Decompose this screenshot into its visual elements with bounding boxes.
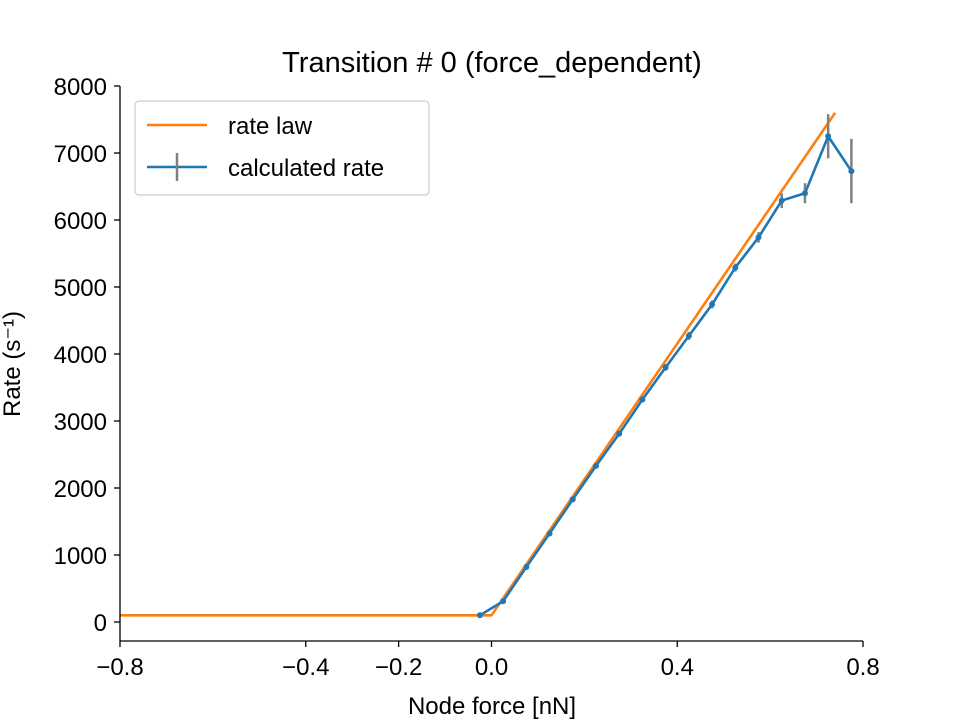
legend: rate law calculated rate <box>134 100 430 196</box>
y-tick-label: 5000 <box>54 275 107 302</box>
data-point <box>825 133 832 140</box>
data-point <box>523 564 530 571</box>
data-point <box>709 301 716 308</box>
x-tick-label: −0.2 <box>375 654 422 681</box>
x-axis-label: Node force [nN] <box>408 693 576 720</box>
data-point <box>500 598 507 605</box>
chart-title: Transition # 0 (force_dependent) <box>282 47 702 79</box>
y-tick-label: 8000 <box>54 74 107 101</box>
data-point <box>662 364 669 371</box>
legend-label-rate-law: rate law <box>228 113 313 140</box>
data-point <box>801 190 808 197</box>
x-tick-label: 0.0 <box>475 654 508 681</box>
series-layer <box>120 112 855 619</box>
x-tick-label: −0.4 <box>282 654 329 681</box>
data-point <box>848 168 855 175</box>
y-tick-label: 0 <box>94 610 107 637</box>
data-point <box>546 530 553 537</box>
y-ticks: 0 1000 2000 3000 4000 5000 6000 7000 8000 <box>54 74 120 637</box>
data-point <box>732 264 739 271</box>
data-point <box>685 332 692 339</box>
y-tick-label: 3000 <box>54 409 107 436</box>
x-tick-label: 0.8 <box>846 654 879 681</box>
data-point <box>569 496 576 503</box>
y-axis-label: Rate (s⁻¹) <box>0 311 26 417</box>
x-ticks: −0.8 −0.4 −0.2 0.0 0.4 0.8 <box>96 641 880 681</box>
y-tick-label: 2000 <box>54 476 107 503</box>
y-tick-label: 7000 <box>54 141 107 168</box>
data-point <box>616 430 623 437</box>
data-point <box>639 396 646 403</box>
y-tick-label: 6000 <box>54 208 107 235</box>
data-point <box>592 462 599 469</box>
x-tick-label: −0.8 <box>96 654 143 681</box>
x-tick-label: 0.4 <box>661 654 694 681</box>
legend-label-calculated-rate: calculated rate <box>228 155 384 182</box>
plot-area <box>120 112 855 619</box>
series-line-rate-law <box>120 112 837 617</box>
legend-frame <box>134 100 430 196</box>
y-tick-label: 1000 <box>54 543 107 570</box>
y-tick-label: 4000 <box>54 342 107 369</box>
data-point <box>755 234 762 241</box>
data-point <box>778 197 785 204</box>
data-point <box>476 612 483 619</box>
